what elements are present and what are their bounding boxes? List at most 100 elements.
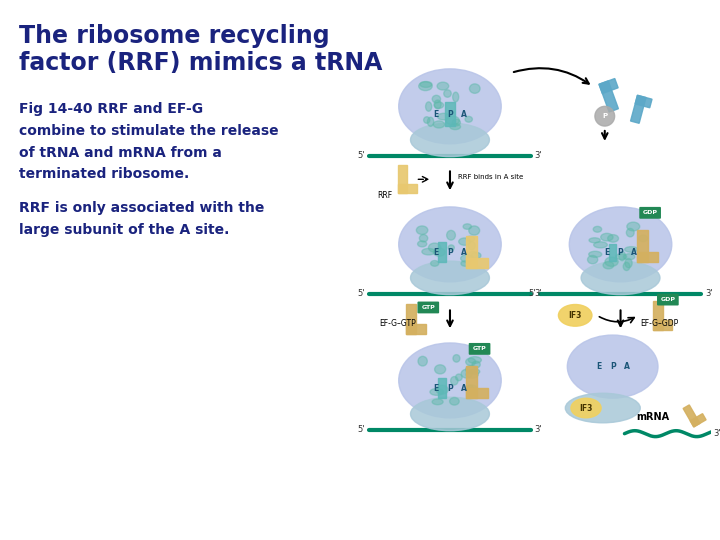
Polygon shape bbox=[467, 367, 477, 399]
Text: GTP: GTP bbox=[421, 305, 435, 310]
Polygon shape bbox=[438, 378, 446, 399]
Ellipse shape bbox=[466, 358, 476, 366]
Polygon shape bbox=[445, 103, 455, 126]
Ellipse shape bbox=[461, 255, 474, 262]
Text: 3': 3' bbox=[535, 425, 542, 434]
Ellipse shape bbox=[432, 399, 443, 404]
Text: GDP: GDP bbox=[660, 297, 675, 302]
Text: P: P bbox=[447, 248, 453, 256]
Text: IF3: IF3 bbox=[580, 403, 593, 413]
Ellipse shape bbox=[438, 113, 450, 120]
Ellipse shape bbox=[434, 100, 441, 109]
Ellipse shape bbox=[581, 261, 660, 295]
Ellipse shape bbox=[399, 343, 501, 418]
Ellipse shape bbox=[449, 245, 454, 251]
Ellipse shape bbox=[437, 82, 449, 90]
Text: RRF: RRF bbox=[377, 191, 392, 200]
Ellipse shape bbox=[432, 95, 441, 103]
Ellipse shape bbox=[466, 236, 474, 241]
Ellipse shape bbox=[446, 116, 459, 125]
Polygon shape bbox=[635, 95, 652, 108]
Text: P: P bbox=[447, 384, 453, 393]
Ellipse shape bbox=[571, 399, 601, 418]
Ellipse shape bbox=[418, 241, 427, 247]
Polygon shape bbox=[690, 414, 706, 427]
Ellipse shape bbox=[589, 251, 602, 258]
Ellipse shape bbox=[433, 248, 445, 256]
Ellipse shape bbox=[451, 376, 458, 385]
Text: The ribosome recycling: The ribosome recycling bbox=[19, 24, 330, 48]
Ellipse shape bbox=[627, 222, 640, 231]
Text: A: A bbox=[624, 362, 629, 371]
Polygon shape bbox=[609, 244, 616, 260]
Text: 5': 5' bbox=[358, 151, 365, 160]
Text: large subunit of the A site.: large subunit of the A site. bbox=[19, 222, 230, 237]
Ellipse shape bbox=[469, 241, 475, 250]
Text: A: A bbox=[461, 110, 467, 119]
FancyBboxPatch shape bbox=[639, 207, 661, 219]
Ellipse shape bbox=[456, 374, 462, 381]
Text: RRF is only associated with the: RRF is only associated with the bbox=[19, 201, 264, 215]
Ellipse shape bbox=[420, 82, 432, 87]
FancyBboxPatch shape bbox=[657, 294, 679, 306]
Ellipse shape bbox=[422, 248, 435, 255]
Ellipse shape bbox=[471, 252, 481, 259]
Text: E: E bbox=[433, 248, 438, 256]
Polygon shape bbox=[398, 184, 417, 193]
Ellipse shape bbox=[468, 356, 482, 363]
Ellipse shape bbox=[567, 335, 658, 398]
Ellipse shape bbox=[465, 116, 472, 122]
Text: A: A bbox=[461, 248, 467, 256]
Ellipse shape bbox=[619, 251, 626, 261]
Ellipse shape bbox=[469, 369, 480, 374]
Text: P: P bbox=[610, 362, 616, 371]
Polygon shape bbox=[599, 81, 618, 112]
Polygon shape bbox=[637, 252, 658, 262]
Polygon shape bbox=[467, 388, 487, 399]
Ellipse shape bbox=[594, 242, 608, 248]
Ellipse shape bbox=[469, 84, 480, 93]
Text: E: E bbox=[604, 248, 609, 256]
Ellipse shape bbox=[423, 117, 430, 123]
Text: GDP: GDP bbox=[643, 210, 657, 215]
Ellipse shape bbox=[466, 385, 474, 393]
Ellipse shape bbox=[565, 393, 640, 423]
Ellipse shape bbox=[466, 371, 478, 378]
Ellipse shape bbox=[428, 117, 433, 126]
Text: combine to stimulate the release: combine to stimulate the release bbox=[19, 124, 279, 138]
Text: P: P bbox=[602, 113, 608, 119]
Ellipse shape bbox=[399, 69, 501, 144]
Text: 3': 3' bbox=[706, 289, 713, 298]
Polygon shape bbox=[653, 320, 672, 329]
Text: mRNA: mRNA bbox=[636, 412, 670, 422]
Text: 5': 5' bbox=[358, 289, 365, 298]
Ellipse shape bbox=[436, 385, 449, 394]
Text: EF-G–GTP: EF-G–GTP bbox=[379, 319, 415, 328]
Polygon shape bbox=[467, 237, 477, 268]
Text: E: E bbox=[433, 384, 438, 393]
Ellipse shape bbox=[469, 226, 480, 235]
Polygon shape bbox=[438, 242, 446, 262]
Ellipse shape bbox=[453, 355, 460, 362]
Ellipse shape bbox=[626, 228, 634, 237]
Ellipse shape bbox=[434, 102, 444, 109]
Text: of tRNA and mRNA from a: of tRNA and mRNA from a bbox=[19, 146, 222, 160]
Ellipse shape bbox=[593, 226, 602, 232]
Ellipse shape bbox=[600, 233, 613, 241]
Ellipse shape bbox=[410, 397, 490, 431]
Ellipse shape bbox=[469, 251, 477, 260]
Text: 5': 5' bbox=[528, 289, 536, 298]
Ellipse shape bbox=[463, 224, 472, 230]
Ellipse shape bbox=[428, 243, 441, 252]
Ellipse shape bbox=[453, 92, 459, 102]
Polygon shape bbox=[637, 231, 647, 262]
Ellipse shape bbox=[410, 261, 490, 295]
Ellipse shape bbox=[416, 226, 428, 234]
Text: 3': 3' bbox=[535, 151, 542, 160]
Ellipse shape bbox=[444, 90, 451, 97]
Text: EF-G–GDP: EF-G–GDP bbox=[640, 319, 678, 328]
Ellipse shape bbox=[472, 361, 480, 368]
Ellipse shape bbox=[467, 385, 477, 390]
Ellipse shape bbox=[419, 82, 432, 91]
Ellipse shape bbox=[625, 247, 638, 252]
